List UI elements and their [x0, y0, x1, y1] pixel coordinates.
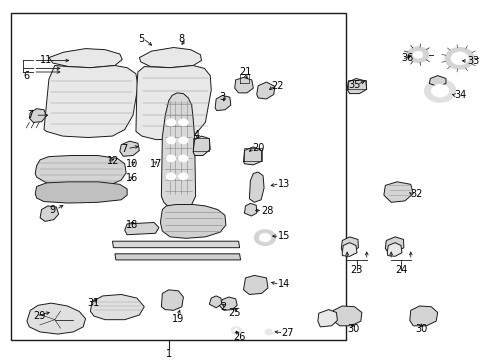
Polygon shape [112, 241, 239, 248]
Polygon shape [332, 306, 361, 326]
Circle shape [264, 329, 272, 335]
Text: 13: 13 [277, 179, 289, 189]
Polygon shape [40, 206, 59, 221]
Text: 31: 31 [87, 298, 99, 308]
Text: 29: 29 [33, 311, 45, 321]
Circle shape [424, 79, 455, 102]
Polygon shape [35, 182, 127, 203]
Circle shape [412, 51, 422, 58]
Polygon shape [120, 141, 139, 156]
Text: 23: 23 [349, 265, 362, 275]
Text: 1: 1 [165, 348, 171, 359]
Text: 6: 6 [23, 71, 30, 81]
Polygon shape [193, 136, 210, 156]
Polygon shape [124, 222, 159, 235]
Text: 26: 26 [233, 332, 245, 342]
Text: 3: 3 [219, 92, 225, 102]
Text: 19: 19 [172, 314, 184, 324]
Polygon shape [44, 66, 138, 138]
Text: 14: 14 [277, 279, 289, 289]
Polygon shape [160, 204, 225, 238]
Text: 4: 4 [193, 130, 199, 140]
Polygon shape [29, 109, 46, 122]
Polygon shape [243, 147, 261, 165]
Polygon shape [27, 303, 85, 334]
Polygon shape [256, 82, 274, 99]
Circle shape [166, 173, 176, 180]
Circle shape [166, 155, 176, 162]
Text: 12: 12 [106, 156, 119, 166]
Text: 21: 21 [239, 67, 251, 77]
Circle shape [166, 119, 176, 126]
Text: 32: 32 [410, 189, 422, 199]
Text: 35: 35 [347, 80, 360, 90]
Polygon shape [341, 237, 358, 252]
Text: 28: 28 [261, 206, 273, 216]
Text: 11: 11 [40, 55, 52, 66]
Text: 7: 7 [121, 144, 127, 154]
Polygon shape [342, 243, 356, 256]
Circle shape [178, 155, 188, 162]
Polygon shape [161, 93, 195, 209]
Polygon shape [49, 49, 122, 68]
Polygon shape [234, 77, 253, 93]
Polygon shape [136, 66, 211, 140]
Text: 9: 9 [50, 204, 56, 215]
Text: 30: 30 [346, 324, 359, 334]
Text: 10: 10 [126, 159, 138, 169]
Text: 18: 18 [126, 220, 138, 230]
Text: 16: 16 [126, 173, 138, 183]
Polygon shape [35, 156, 126, 186]
Circle shape [233, 329, 238, 332]
Circle shape [178, 119, 188, 126]
Text: 36: 36 [400, 53, 412, 63]
Polygon shape [346, 78, 366, 94]
Polygon shape [243, 275, 267, 294]
Polygon shape [385, 237, 403, 252]
Text: 7: 7 [27, 110, 33, 120]
Text: 20: 20 [251, 143, 264, 153]
Text: 33: 33 [466, 56, 478, 66]
Polygon shape [161, 290, 183, 310]
Circle shape [407, 47, 428, 63]
Text: 30: 30 [414, 324, 427, 334]
Text: 15: 15 [277, 231, 289, 241]
Text: 34: 34 [454, 90, 466, 100]
Text: 22: 22 [271, 81, 284, 91]
Circle shape [444, 48, 473, 69]
Text: 27: 27 [281, 328, 293, 338]
Bar [11, 13, 345, 340]
Circle shape [259, 233, 270, 242]
Polygon shape [386, 243, 401, 256]
Polygon shape [219, 297, 237, 310]
Text: 8: 8 [179, 33, 184, 44]
Text: 24: 24 [394, 265, 407, 275]
Polygon shape [249, 172, 264, 202]
Text: 17: 17 [150, 159, 162, 169]
Polygon shape [90, 294, 144, 320]
Polygon shape [383, 182, 412, 202]
Polygon shape [115, 254, 240, 260]
Circle shape [231, 327, 241, 334]
Circle shape [166, 137, 176, 144]
Text: 25: 25 [228, 308, 241, 318]
Polygon shape [215, 95, 230, 111]
Polygon shape [409, 306, 437, 326]
Circle shape [178, 137, 188, 144]
Polygon shape [428, 76, 445, 86]
Polygon shape [317, 310, 337, 327]
Circle shape [254, 230, 275, 246]
Circle shape [430, 84, 448, 97]
Polygon shape [209, 296, 221, 308]
Text: 2: 2 [220, 302, 225, 312]
Polygon shape [244, 203, 256, 216]
Polygon shape [139, 48, 201, 68]
Circle shape [450, 52, 468, 65]
Text: 5: 5 [139, 33, 144, 44]
Circle shape [178, 173, 188, 180]
